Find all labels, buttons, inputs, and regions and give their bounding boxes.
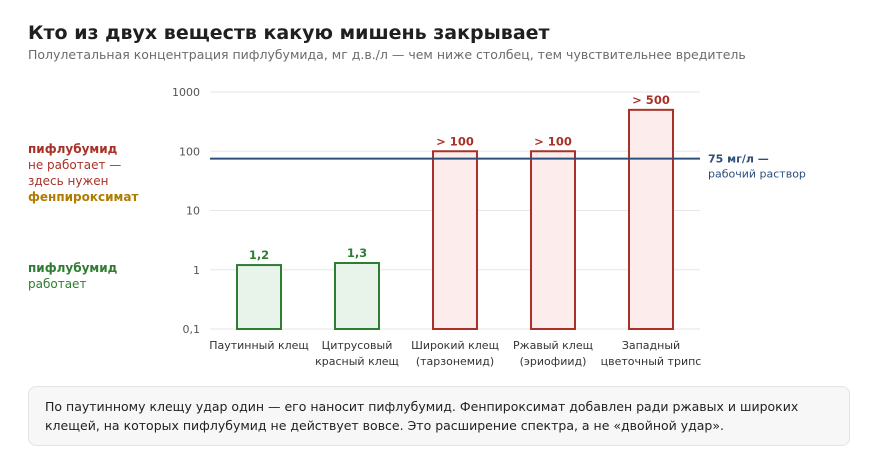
y-tick-label: 1000	[172, 86, 200, 99]
bar-value-label: > 500	[632, 93, 670, 107]
bar-value-label: 1,3	[347, 246, 367, 260]
x-tick-label: (тарзонемид)	[416, 355, 494, 368]
x-tick-label: Западный	[622, 339, 680, 352]
y-tick-label: 10	[186, 205, 200, 218]
side-label-fails-line2: не работает —	[28, 158, 122, 172]
side-label-works-line2: работает	[28, 277, 87, 291]
bar-value-label: > 100	[534, 134, 572, 148]
bar-value-label: > 100	[436, 134, 474, 148]
x-tick-label: Цитрусовый	[322, 339, 393, 352]
x-tick-label: Ржавый клещ	[513, 339, 593, 352]
bar	[530, 150, 576, 330]
x-tick-label: красный клещ	[315, 355, 399, 368]
chart-plot: 0,1 1 10 100 1000 1,2 Паутинный клещ 1,3 Цитрусо…	[172, 86, 806, 368]
side-label-works: пифлубумид работает	[28, 260, 117, 292]
reference-sublabel: рабочий раствор	[708, 168, 806, 181]
bar	[432, 150, 478, 330]
chart-title: Кто из двух веществ какую мишень закрыва…	[28, 22, 550, 44]
side-label-fails-line4: фенпироксимат	[28, 190, 139, 204]
note-text: По паутинному клещу удар один — его нано…	[45, 399, 799, 433]
side-label-fails-line1: пифлубумид	[28, 142, 118, 156]
reference-label: 75 мг/л —	[708, 153, 769, 166]
x-tick-label: Паутинный клещ	[209, 339, 309, 352]
chart-subtitle: Полулетальная концентрация пифлубумида, …	[28, 47, 746, 62]
y-tick-label: 100	[179, 145, 200, 158]
side-label-fails-line3: здесь нужен	[28, 174, 109, 188]
bar	[334, 261, 380, 331]
y-tick-label: 1	[193, 264, 200, 277]
y-tick-label: 0,1	[183, 323, 201, 336]
bar	[236, 264, 282, 330]
bar-value-label: 1,2	[249, 248, 269, 262]
side-label-works-line1: пифлубумид	[28, 261, 118, 275]
x-tick-label: цветочный трипс	[601, 355, 702, 368]
side-label-fails: пифлубумид не работает — здесь нужен фен…	[28, 141, 138, 205]
note-callout: По паутинному клещу удар один — его нано…	[28, 386, 850, 446]
x-tick-label: Широкий клещ	[411, 339, 499, 352]
x-tick-label: (эриофиид)	[520, 355, 587, 368]
bar	[628, 108, 674, 330]
